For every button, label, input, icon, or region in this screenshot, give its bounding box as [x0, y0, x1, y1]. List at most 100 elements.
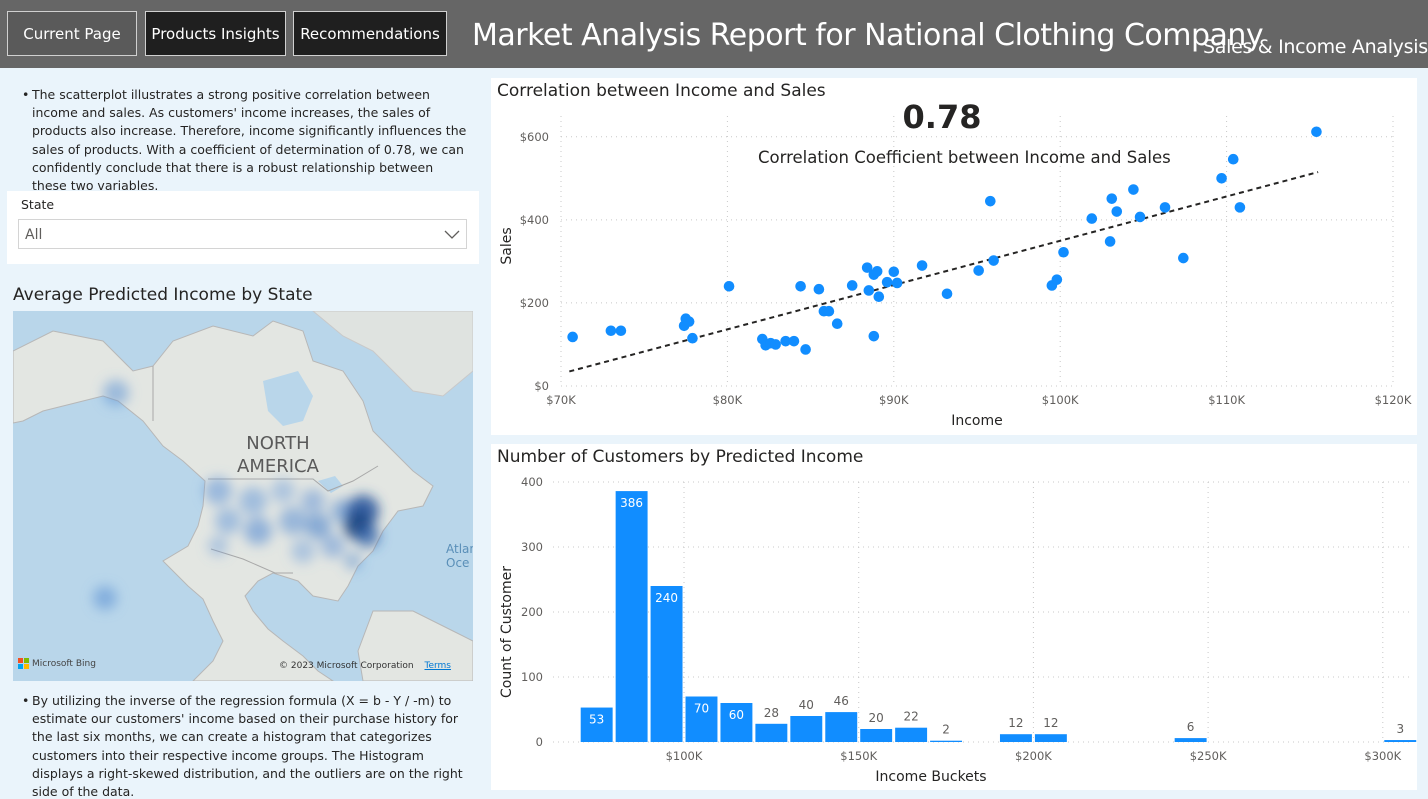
- scatter-card: $70K $80K $90K $100K $110K $120K $0 $200 $400 $60…: [491, 78, 1417, 435]
- scatter-point: [683, 316, 695, 327]
- scatter-point: [973, 265, 984, 276]
- map-label-continent: NORTH AMERICA: [237, 433, 319, 477]
- scatter-point: [813, 283, 825, 295]
- scatter-insight-paragraph: The scatterplot illustrates a strong pos…: [32, 87, 467, 194]
- map-title: Average Predicted Income by State: [13, 285, 313, 305]
- x-tick-label: $250K: [1190, 749, 1227, 763]
- scatter-point: [780, 335, 791, 347]
- map-terms-link[interactable]: Terms: [424, 661, 451, 671]
- histogram-bar: [999, 734, 1032, 742]
- histogram-bar: [1384, 740, 1417, 742]
- x-tick-label: $100K: [1042, 393, 1079, 407]
- y-axis-title: Count of Customer: [499, 566, 515, 698]
- scatter-point: [1104, 236, 1116, 247]
- bing-logo: Microsoft Bing: [18, 658, 96, 669]
- histogram-title: Number of Customers by Predicted Income: [497, 447, 864, 467]
- scatter-point: [687, 332, 698, 344]
- map-copyright: © 2023 Microsoft Corporation: [279, 661, 414, 671]
- scatter-point: [723, 281, 735, 292]
- south-america-landmass: [357, 610, 473, 681]
- bar-data-label: 53: [589, 713, 604, 727]
- histogram-bar: [930, 740, 963, 742]
- state-slicer: State All: [7, 191, 479, 264]
- bar-data-label: 240: [655, 591, 678, 605]
- scatter-point: [891, 277, 903, 289]
- scatter-point: [1311, 126, 1322, 138]
- scatter-point: [1058, 246, 1069, 258]
- scatter-point: [795, 281, 806, 292]
- trend-line: [569, 171, 1319, 373]
- map-label-ocean: Atlan Oce: [446, 542, 473, 570]
- bar-data-label: 60: [729, 708, 744, 722]
- scatter-point: [1216, 173, 1227, 184]
- scatter-point: [770, 339, 781, 350]
- y-tick-label: $0: [534, 379, 549, 393]
- recommendations-button[interactable]: Recommendations: [293, 11, 447, 56]
- state-dropdown[interactable]: All: [18, 219, 467, 249]
- current-page-button[interactable]: Current Page: [7, 11, 137, 56]
- scatter-point: [881, 276, 893, 288]
- scatter-point: [1234, 202, 1246, 213]
- scatter-point: [1051, 274, 1063, 285]
- scatter-point: [871, 266, 883, 277]
- scatter-chart[interactable]: $70K $80K $90K $100K $110K $120K $0 $200 $400 $60…: [491, 78, 1417, 435]
- scatter-point: [1178, 252, 1189, 264]
- us-mexico-border: [210, 548, 293, 574]
- scatter-point: [1111, 206, 1123, 217]
- bullet-icon: •: [22, 87, 30, 102]
- kpi-value: 0.78: [902, 98, 982, 136]
- scatter-point: [916, 260, 928, 271]
- state-slicer-label: State: [21, 197, 55, 212]
- x-tick-label: $150K: [840, 749, 877, 763]
- income-heatmap: [93, 380, 380, 610]
- y-tick-label: 400: [521, 475, 543, 489]
- x-tick-label: $120K: [1375, 393, 1412, 407]
- bar-data-label: 6: [1187, 720, 1195, 734]
- y-tick-label: 200: [521, 605, 543, 619]
- income-map[interactable]: NORTH AMERICA Atlan Oce Microsoft Bing ©…: [13, 311, 473, 681]
- scatter-point: [868, 330, 880, 342]
- page-title: Market Analysis Report for National Clot…: [472, 18, 1264, 53]
- map-canvas: [13, 311, 473, 681]
- x-tick-label: $100K: [666, 749, 703, 763]
- scatter-point: [861, 262, 873, 273]
- histogram-insight-paragraph: By utilizing the inverse of the regressi…: [32, 693, 463, 799]
- bar-data-label: 40: [799, 698, 814, 712]
- histogram-chart[interactable]: $100K $150K $200K $250K $300K 0 100 200 300 400 53…: [491, 444, 1417, 790]
- page-subtitle: Sales & Income Analysis: [1203, 36, 1428, 58]
- histogram-bar: [895, 727, 928, 742]
- header-bar: Current Page Products Insights Recommend…: [0, 0, 1428, 68]
- histogram-bar: [755, 723, 788, 742]
- bar-data-label: 2: [942, 723, 950, 737]
- bar-data-label: 12: [1008, 716, 1023, 730]
- greenland-landmass: [312, 311, 473, 397]
- scatter-point: [788, 335, 800, 347]
- scatter-point: [1106, 193, 1118, 204]
- y-axis-title: Sales: [499, 227, 515, 264]
- y-tick-label: $600: [520, 130, 549, 144]
- histogram-bar: [720, 703, 753, 742]
- scatter-point: [1227, 153, 1239, 165]
- scatter-point: [1128, 184, 1139, 195]
- y-tick-label: 100: [521, 670, 543, 684]
- histogram-bar: [1174, 738, 1207, 742]
- histogram-bar: [790, 716, 823, 742]
- hudson-bay: [263, 371, 313, 426]
- products-insights-button[interactable]: Products Insights: [145, 11, 286, 56]
- scatter-point: [567, 331, 578, 343]
- bar-data-label: 386: [620, 496, 643, 510]
- x-tick-label: $110K: [1208, 393, 1245, 407]
- y-tick-label: 300: [521, 540, 543, 554]
- x-axis-title: Income: [951, 413, 1003, 429]
- microsoft-logo-icon: [18, 658, 29, 669]
- histogram-bar: [860, 729, 893, 742]
- x-tick-label: $200K: [1015, 749, 1052, 763]
- bar-data-label: 70: [694, 702, 709, 716]
- y-tick-label: $200: [520, 296, 549, 310]
- scatter-point: [846, 280, 858, 291]
- bar-data-label: 46: [834, 694, 849, 708]
- histogram-insight-text: • By utilizing the inverse of the regres…: [22, 692, 470, 799]
- bar-data-label: 22: [903, 710, 918, 724]
- scatter-point: [1086, 213, 1098, 224]
- bing-label: Microsoft Bing: [32, 658, 96, 669]
